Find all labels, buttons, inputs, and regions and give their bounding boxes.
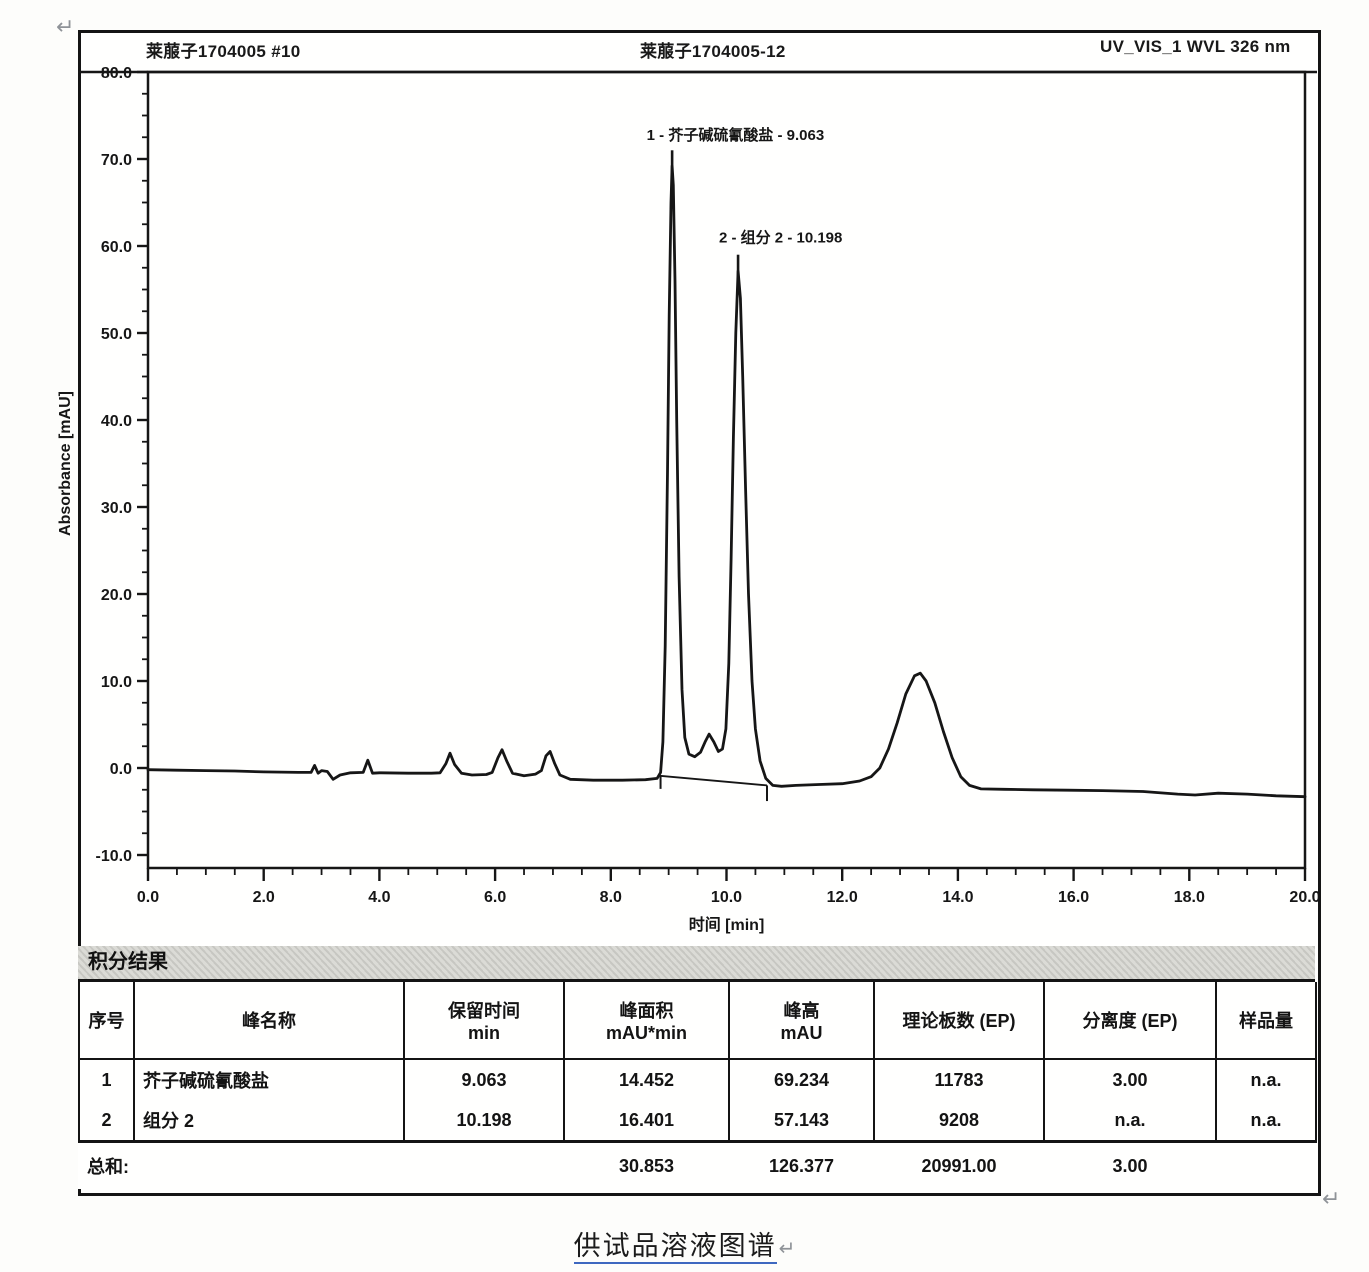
integration-table: 序号 峰名称 保留时间 min 峰面积 mAU*min 峰高 mAU 理论板数 (EP) 分离度 … <box>78 982 1317 1189</box>
table-cell: 3.00 <box>1043 1059 1217 1100</box>
svg-text:0.0: 0.0 <box>110 761 132 778</box>
table-row: 1 芥子碱硫氰酸盐 9.063 14.452 69.234 11783 3.00 n.a. <box>78 1059 1317 1100</box>
svg-text:14.0: 14.0 <box>942 889 973 906</box>
integration-results-section: 积分结果 序号 峰名称 保留时间 min 峰面积 mAU*min 峰高 mAU 理论板数 (EP… <box>78 946 1317 1189</box>
paragraph-mark-caption: ↵ <box>778 1238 796 1260</box>
svg-text:30.0: 30.0 <box>101 500 132 517</box>
table-cell: 16.401 <box>563 1100 730 1142</box>
svg-text:20.0: 20.0 <box>101 587 132 604</box>
table-header: 序号 峰名称 保留时间 min 峰面积 mAU*min 峰高 mAU 理论板数 (EP) 分离度 … <box>78 982 1317 1060</box>
table-cell: n.a. <box>1215 1100 1317 1142</box>
svg-text:-10.0: -10.0 <box>96 848 133 865</box>
column-header: 保留时间 min <box>403 982 565 1060</box>
table-cell: 组分 2 <box>133 1100 405 1142</box>
svg-text:2.0: 2.0 <box>253 889 275 906</box>
svg-text:18.0: 18.0 <box>1174 889 1205 906</box>
svg-text:12.0: 12.0 <box>827 889 858 906</box>
svg-text:时间 [min]: 时间 [min] <box>689 915 765 934</box>
svg-text:60.0: 60.0 <box>101 239 132 256</box>
column-header: 峰高 mAU <box>728 982 875 1060</box>
table-cell: 芥子碱硫氰酸盐 <box>133 1059 405 1100</box>
svg-text:Absorbance [mAU]: Absorbance [mAU] <box>57 391 74 536</box>
svg-text:10.0: 10.0 <box>101 674 132 691</box>
caption-link[interactable]: 供试品溶液图谱 <box>573 1231 777 1264</box>
table-row: 2 组分 2 10.198 16.401 57.143 9208 n.a. n.a. <box>78 1100 1317 1142</box>
column-header: 样品量 <box>1215 982 1317 1060</box>
svg-text:2 - 组分 2 - 10.198: 2 - 组分 2 - 10.198 <box>719 229 842 247</box>
paragraph-mark-top: ↵ <box>56 14 75 39</box>
table-cell: 2 <box>78 1100 135 1142</box>
paragraph-mark-bottom: ↵ <box>1322 1186 1341 1211</box>
svg-text:0.0: 0.0 <box>137 889 159 906</box>
column-header: 峰名称 <box>133 982 405 1060</box>
chromatogram-chart: -10.0 0.0 10.0 20.0 30.0 40.0 50.0 60.0 70.0 80.0… <box>57 65 1320 934</box>
sample-id-left: 莱菔子1704005 #10 <box>146 42 301 61</box>
column-header: 峰面积 mAU*min <box>563 982 730 1060</box>
svg-text:80.0: 80.0 <box>101 65 132 82</box>
table-cell: n.a. <box>1215 1059 1317 1100</box>
sum-cell: 3.00 <box>1044 1140 1216 1189</box>
table-body: 1 芥子碱硫氰酸盐 9.063 14.452 69.234 11783 3.00 n.a. 2 组… <box>78 1059 1317 1189</box>
table-cell: 11783 <box>873 1059 1045 1100</box>
sum-cell: 20991.00 <box>874 1140 1044 1189</box>
table-cell: 57.143 <box>728 1100 875 1142</box>
column-header: 理论板数 (EP) <box>873 982 1045 1060</box>
sample-id-center: 莱菔子1704005-12 <box>640 42 786 61</box>
svg-text:8.0: 8.0 <box>600 889 622 906</box>
table-cell: 10.198 <box>403 1100 565 1142</box>
table-cell: 9.063 <box>403 1059 565 1100</box>
svg-text:1 - 芥子碱硫氰酸盐 - 9.063: 1 - 芥子碱硫氰酸盐 - 9.063 <box>647 126 825 144</box>
table-cell: 69.234 <box>728 1059 875 1100</box>
svg-text:4.0: 4.0 <box>368 889 390 906</box>
column-header: 序号 <box>78 982 135 1060</box>
table-cell: 9208 <box>873 1100 1045 1142</box>
integration-results-title: 积分结果 <box>78 946 1315 982</box>
svg-text:40.0: 40.0 <box>101 413 132 430</box>
caption-row: 供试品溶液图谱 ↵ <box>0 1224 1369 1264</box>
table-cell: 1 <box>78 1059 135 1100</box>
table-sum-row: 总和: 30.853 126.377 20991.00 3.00 <box>79 1140 1316 1189</box>
table-cell: 14.452 <box>563 1059 730 1100</box>
svg-text:6.0: 6.0 <box>484 889 506 906</box>
column-header: 分离度 (EP) <box>1043 982 1217 1060</box>
sum-cell: 126.377 <box>729 1140 874 1189</box>
svg-text:70.0: 70.0 <box>101 152 132 169</box>
detector-channel: UV_VIS_1 WVL 326 nm <box>1100 37 1291 56</box>
sum-label: 总和: <box>79 1140 564 1189</box>
svg-text:20.0: 20.0 <box>1289 889 1320 906</box>
svg-text:16.0: 16.0 <box>1058 889 1089 906</box>
svg-text:50.0: 50.0 <box>101 326 132 343</box>
sum-cell <box>1216 1140 1316 1189</box>
sum-cell: 30.853 <box>564 1140 729 1189</box>
table-cell: n.a. <box>1043 1100 1217 1142</box>
svg-text:10.0: 10.0 <box>711 889 742 906</box>
